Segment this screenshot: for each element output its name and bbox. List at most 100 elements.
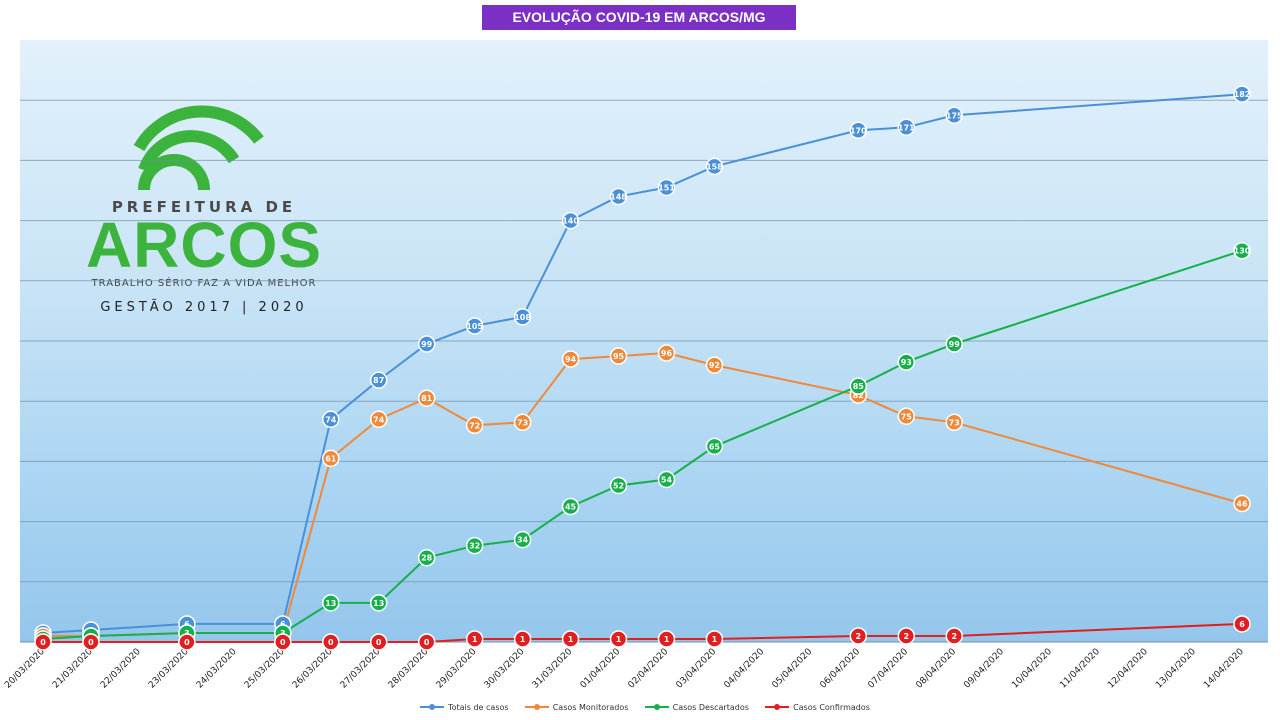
data-label: 92 <box>709 361 720 370</box>
data-point <box>1233 85 1251 103</box>
data-point <box>609 476 628 495</box>
x-tick-label: 03/04/2020 <box>675 647 719 691</box>
data-label: 151 <box>658 183 675 192</box>
data-label: 72 <box>469 421 480 430</box>
data-point <box>849 377 868 395</box>
data-point <box>369 371 388 389</box>
data-point <box>705 356 724 374</box>
data-point <box>1233 494 1251 513</box>
series-line <box>42 93 1243 634</box>
data-label: 82 <box>853 391 864 400</box>
legend-label: Casos Descartados <box>672 702 749 712</box>
data-point <box>945 413 963 432</box>
legend-swatch <box>420 704 445 710</box>
data-point <box>705 157 724 176</box>
legend-label: Casos Confirmados <box>793 702 870 712</box>
x-tick-label: 12/04/2020 <box>1106 647 1150 691</box>
chart-title: EVOLUÇÃO COVID-19 EM ARCOS/MG <box>482 5 796 30</box>
data-point <box>849 121 868 140</box>
data-label: 74 <box>325 415 337 424</box>
data-point <box>369 594 388 612</box>
data-point <box>465 317 484 335</box>
data-label: 170 <box>850 126 867 135</box>
data-point <box>322 594 340 612</box>
logo-gestao: GESTÃO 2017 | 2020 <box>100 300 308 315</box>
data-label: 6 <box>1239 620 1245 629</box>
data-point <box>465 630 484 648</box>
x-tick-label: 26/03/2020 <box>291 647 335 691</box>
x-tick-label: 24/03/2020 <box>195 647 239 691</box>
data-point <box>897 407 916 425</box>
data-label: 171 <box>898 123 915 132</box>
data-point <box>465 536 484 555</box>
x-tick-label: 06/04/2020 <box>818 647 862 691</box>
data-label: 0 <box>424 638 430 647</box>
x-tick-label: 04/04/2020 <box>723 647 767 691</box>
data-point <box>417 389 436 407</box>
data-label: 93 <box>901 358 912 367</box>
x-tick-label: 20/03/2020 <box>3 647 47 691</box>
x-tick-label: 07/04/2020 <box>866 647 910 691</box>
logo-main-text: ARCOS <box>85 209 323 281</box>
data-label: 0 <box>88 638 94 647</box>
data-label: 94 <box>565 355 577 364</box>
series-line <box>43 351 1243 637</box>
data-point <box>705 630 724 648</box>
data-label: 2 <box>903 632 909 641</box>
data-label: 1 <box>712 635 718 644</box>
logo-slogan: TRABALHO SÉRIO FAZ A VIDA MELHOR <box>91 278 317 289</box>
legend-item: Casos Monitorados <box>524 703 628 712</box>
data-label: 108 <box>514 313 531 322</box>
x-tick-label: 31/03/2020 <box>531 647 575 691</box>
data-label: 75 <box>901 412 913 421</box>
data-point <box>561 497 580 516</box>
data-label: 99 <box>421 340 433 349</box>
data-point <box>322 410 340 429</box>
data-point <box>513 413 532 432</box>
data-label: 1 <box>664 635 670 644</box>
data-point <box>417 633 436 651</box>
data-point <box>657 470 676 489</box>
x-tick-label: 09/04/2020 <box>962 647 1006 691</box>
data-label: 13 <box>325 599 336 608</box>
x-tick-label: 08/04/2020 <box>914 647 958 691</box>
data-label: 85 <box>853 382 865 391</box>
data-label: 96 <box>661 349 673 358</box>
data-point <box>945 335 963 353</box>
data-point <box>561 350 580 368</box>
data-label: 0 <box>328 638 334 647</box>
logo-top-text: PREFEITURA DE <box>111 198 297 216</box>
data-label: 2 <box>951 632 957 641</box>
data-label: 1 <box>520 635 526 644</box>
data-point <box>34 633 52 651</box>
x-tick-label: 27/03/2020 <box>339 647 383 691</box>
data-point <box>609 347 628 365</box>
legend: Totais de casos Casos Monitorados Casos De… <box>412 697 878 717</box>
legend-swatch <box>524 704 549 710</box>
data-point <box>609 187 628 206</box>
data-label: 73 <box>517 418 528 427</box>
data-label: 52 <box>613 481 624 490</box>
data-point <box>513 308 532 326</box>
data-point <box>897 627 916 645</box>
data-point <box>561 211 580 230</box>
data-point <box>82 633 100 651</box>
data-label: 175 <box>946 111 963 120</box>
x-tick-label: 14/04/2020 <box>1202 647 1246 691</box>
data-label: 158 <box>706 162 723 171</box>
x-tick-label: 22/03/2020 <box>99 647 143 691</box>
data-label: 105 <box>466 322 483 331</box>
x-tick-label: 13/04/2020 <box>1154 647 1198 691</box>
data-label: 95 <box>613 352 625 361</box>
data-label: 99 <box>949 340 961 349</box>
data-point <box>417 335 436 353</box>
data-point <box>274 633 292 651</box>
data-point <box>561 630 580 648</box>
x-tick-label: 23/03/2020 <box>147 647 191 691</box>
legend-item: Totais de casos <box>420 703 509 712</box>
data-point <box>369 633 388 651</box>
data-label: 140 <box>562 217 579 226</box>
data-label: 61 <box>325 454 337 463</box>
data-label: 87 <box>373 376 384 385</box>
